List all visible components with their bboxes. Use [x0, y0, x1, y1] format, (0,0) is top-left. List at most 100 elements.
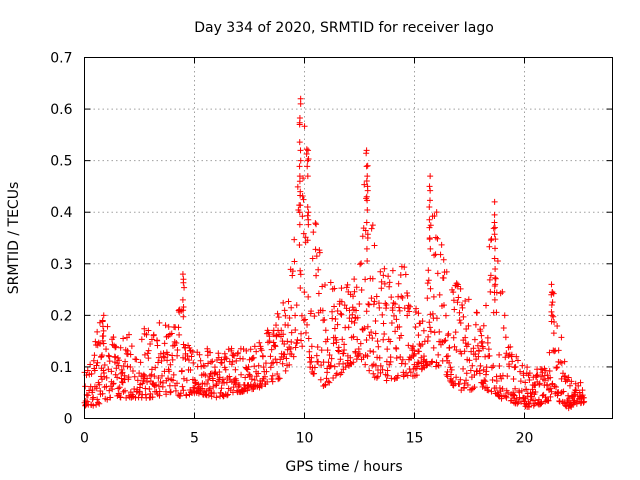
- data-point: [296, 121, 303, 128]
- data-point: [180, 307, 187, 314]
- data-point: [162, 322, 169, 329]
- data-point: [424, 280, 431, 287]
- data-point: [385, 273, 392, 280]
- data-point: [301, 289, 308, 296]
- data-point: [158, 357, 165, 364]
- data-point: [396, 323, 403, 330]
- data-point: [120, 335, 127, 342]
- data-point: [412, 324, 419, 331]
- data-point: [425, 267, 432, 274]
- data-point: [234, 350, 241, 357]
- data-point: [350, 293, 357, 300]
- data-point: [144, 375, 151, 382]
- data-point: [453, 374, 460, 381]
- data-point: [230, 352, 237, 359]
- data-point: [470, 345, 477, 352]
- data-point: [305, 209, 312, 216]
- data-point: [548, 281, 555, 288]
- data-point: [233, 377, 240, 384]
- data-point: [278, 327, 285, 334]
- data-point: [179, 296, 186, 303]
- data-point: [145, 355, 152, 362]
- data-point: [174, 346, 181, 353]
- data-point: [333, 370, 340, 377]
- data-point: [466, 357, 473, 364]
- data-point: [397, 353, 404, 360]
- data-point: [118, 370, 125, 377]
- data-point: [311, 313, 318, 320]
- data-point: [117, 394, 124, 401]
- data-point: [368, 225, 375, 232]
- data-point: [514, 357, 521, 364]
- data-point: [512, 363, 519, 370]
- data-point: [369, 275, 376, 282]
- data-point: [165, 375, 172, 382]
- data-point: [90, 402, 97, 409]
- data-point: [371, 242, 378, 249]
- data-point: [261, 373, 268, 380]
- data-point: [366, 332, 373, 339]
- data-point: [221, 379, 228, 386]
- data-point: [553, 365, 560, 372]
- data-point: [322, 281, 329, 288]
- data-point: [510, 375, 517, 382]
- data-point: [205, 386, 212, 393]
- data-point: [107, 394, 114, 401]
- data-point: [552, 384, 559, 391]
- data-point: [210, 377, 217, 384]
- data-point: [144, 350, 151, 357]
- data-point: [483, 302, 490, 309]
- data-point: [304, 237, 311, 244]
- data-point: [448, 379, 455, 386]
- data-point: [405, 342, 412, 349]
- data-point: [341, 341, 348, 348]
- data-point: [172, 387, 179, 394]
- data-point: [284, 338, 291, 345]
- data-point: [481, 377, 488, 384]
- data-point: [312, 246, 319, 253]
- data-point: [375, 343, 382, 350]
- data-point: [325, 359, 332, 366]
- data-point: [558, 375, 565, 382]
- data-point: [342, 364, 349, 371]
- data-point: [377, 268, 384, 275]
- data-point: [520, 372, 527, 379]
- data-point: [458, 350, 465, 357]
- data-point: [549, 312, 556, 319]
- data-point: [100, 312, 107, 319]
- data-point: [508, 351, 515, 358]
- data-point: [334, 321, 341, 328]
- data-point: [292, 344, 299, 351]
- data-point: [431, 252, 438, 259]
- data-point: [213, 394, 220, 401]
- data-point: [280, 331, 287, 338]
- data-point: [379, 311, 386, 318]
- data-point: [492, 274, 499, 281]
- data-point: [150, 332, 157, 339]
- data-point: [92, 338, 99, 345]
- data-point: [288, 304, 295, 311]
- data-point: [174, 380, 181, 387]
- data-point: [482, 378, 489, 385]
- data-point: [381, 280, 388, 287]
- data-point: [350, 333, 357, 340]
- data-point: [509, 358, 516, 365]
- data-point: [491, 296, 498, 303]
- data-point: [426, 216, 433, 223]
- data-point: [305, 335, 312, 342]
- data-point: [437, 251, 444, 258]
- data-point: [187, 366, 194, 373]
- data-point: [155, 374, 162, 381]
- data-point: [536, 381, 543, 388]
- data-point: [526, 377, 533, 384]
- data-point: [568, 378, 575, 385]
- data-point: [415, 310, 422, 317]
- data-point: [474, 342, 481, 349]
- data-point: [297, 271, 304, 278]
- data-point: [207, 359, 214, 366]
- data-point: [373, 293, 380, 300]
- data-point: [302, 234, 309, 241]
- data-point: [427, 187, 434, 194]
- data-point: [419, 318, 426, 325]
- data-point: [134, 377, 141, 384]
